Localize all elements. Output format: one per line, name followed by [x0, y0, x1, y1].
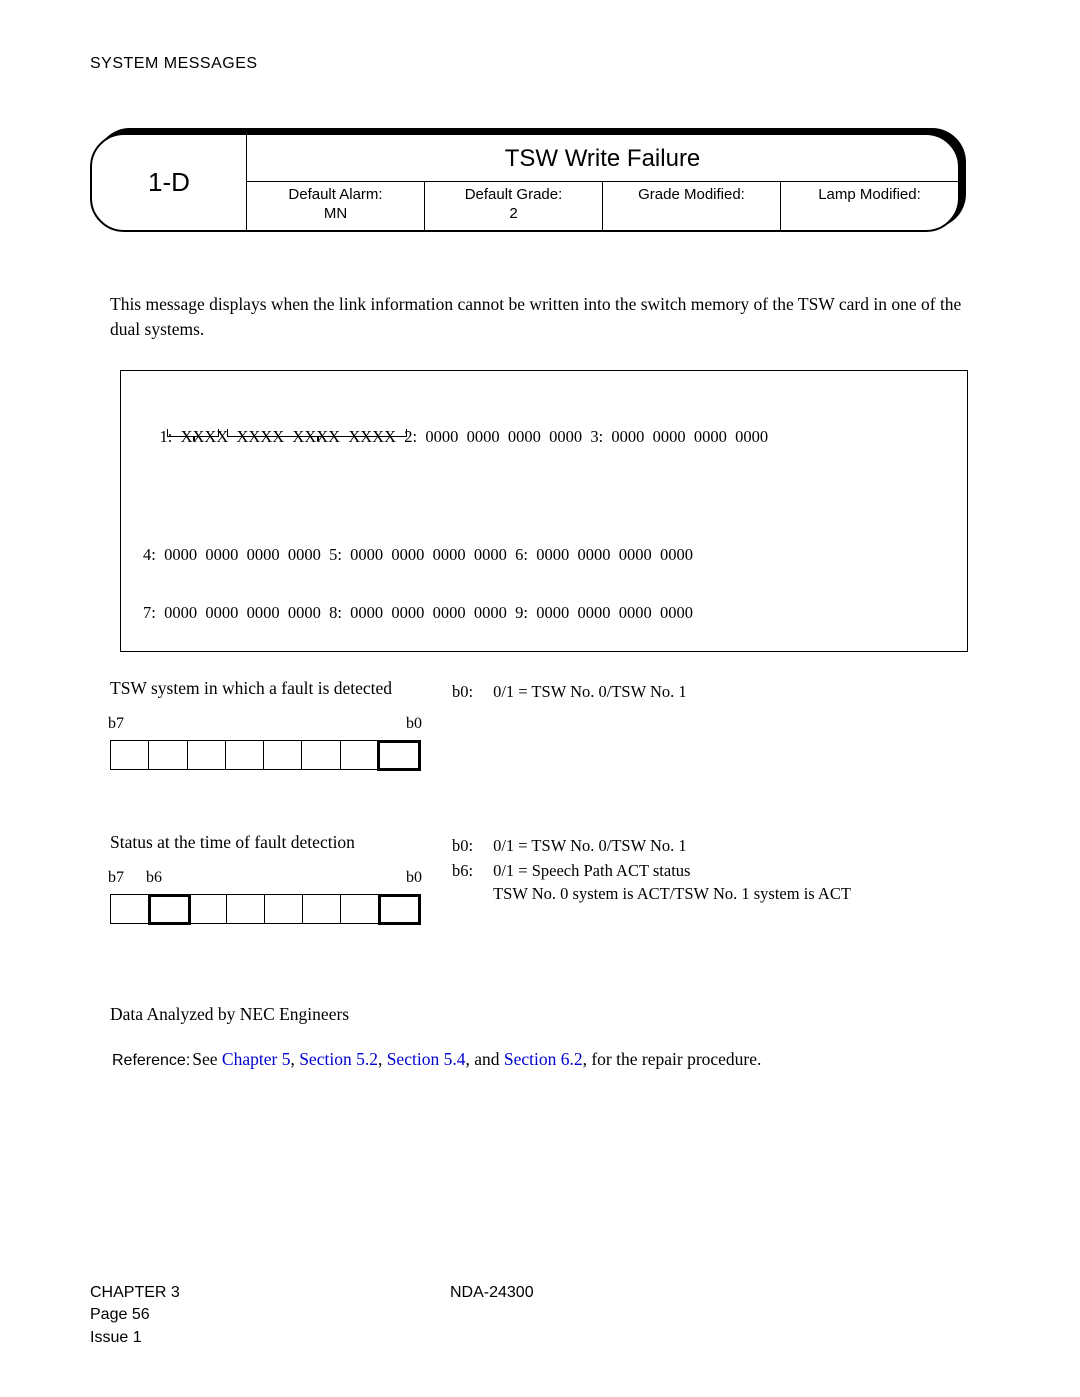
bit-cell [265, 895, 303, 923]
reference-line: Reference:See Chapter 5, Section 5.2, Se… [112, 1049, 990, 1070]
bit-cell [189, 895, 227, 923]
bit-value: 0/1 = TSW No. 0/TSW No. 1 [493, 834, 851, 857]
lamp-modified-label: Lamp Modified: [818, 186, 921, 203]
default-grade-label: Default Grade: [465, 186, 563, 203]
bit-value-line: TSW No. 0 system is ACT/TSW No. 1 system… [493, 884, 851, 903]
default-grade-value: 2 [509, 205, 517, 222]
analyzed-note: Data Analyzed by NEC Engineers [110, 1004, 990, 1025]
default-alarm-label: Default Alarm: [288, 186, 382, 203]
bit-key: b0: [452, 834, 491, 857]
comma: , [378, 1049, 387, 1069]
section-title: Status at the time of fault detection [110, 832, 420, 853]
default-grade-cell: Default Grade: 2 [425, 182, 603, 230]
link-section-5-2[interactable]: Section 5.2 [299, 1049, 378, 1069]
bit-cell [149, 741, 187, 769]
brace-icon [167, 429, 219, 437]
bit-value: 0/1 = TSW No. 0/TSW No. 1 [493, 680, 687, 703]
link-chapter5[interactable]: Chapter 5 [222, 1049, 291, 1069]
bit-cell [303, 895, 341, 923]
byte-diagram [110, 894, 420, 924]
comma: , [290, 1049, 299, 1069]
footer-doc-number: NDA-24300 [450, 1282, 534, 1304]
footer-chapter: CHAPTER 3 [90, 1282, 990, 1304]
bit-section-status: Status at the time of fault detection b0… [110, 832, 990, 924]
data-dump-box: 1: XXXX XXXX XXXX XXXX 2: 0000 0000 0000… [120, 370, 968, 652]
bit-cell [341, 895, 379, 923]
link-section-5-4[interactable]: Section 5.4 [387, 1049, 466, 1069]
default-alarm-cell: Default Alarm: MN [247, 182, 425, 230]
bit-cell [226, 741, 264, 769]
byte-diagram [110, 740, 420, 770]
link-section-6-2[interactable]: Section 6.2 [504, 1049, 583, 1069]
data-row: 7: 0000 0000 0000 0000 8: 0000 0000 0000… [143, 603, 945, 623]
message-title: TSW Write Failure [247, 135, 958, 182]
brace-icon [227, 429, 407, 437]
bit-cell [188, 741, 226, 769]
bit-value: 0/1 = Speech Path ACT status TSW No. 0 s… [493, 859, 851, 905]
data-row: 1: XXXX XXXX XXXX XXXX 2: 0000 0000 0000… [143, 407, 945, 507]
bit-cell [302, 741, 340, 769]
b6-label: b6 [146, 869, 162, 887]
bit-value-line: 0/1 = Speech Path ACT status [493, 861, 690, 880]
bit-key: b0: [452, 680, 491, 703]
bit-cell [341, 741, 379, 769]
bit-labels: b7 b6 b0 [110, 869, 420, 891]
bit-cell [111, 741, 149, 769]
bit-section-tsw-fault: TSW system in which a fault is detected … [110, 678, 990, 770]
bit-cell [227, 895, 265, 923]
message-box: 1-D TSW Write Failure Default Alarm: MN … [90, 133, 990, 232]
bit-key: b6: [452, 859, 491, 905]
page-header: SYSTEM MESSAGES [90, 55, 990, 73]
reference-label: Reference: [112, 1052, 190, 1069]
default-alarm-value: MN [324, 205, 347, 222]
reference-pre: See [192, 1049, 222, 1069]
bit-cell-highlighted [378, 894, 421, 925]
page-footer: CHAPTER 3 Page 56 Issue 1 NDA-24300 [90, 1282, 990, 1349]
reference-post: , for the repair procedure. [583, 1049, 762, 1069]
b0-label: b0 [406, 869, 422, 887]
bit-cell [111, 895, 149, 923]
grade-modified-cell: Grade Modified: [603, 182, 781, 230]
b0-label: b0 [406, 715, 422, 733]
section-title: TSW system in which a fault is detected [110, 678, 410, 699]
message-id: 1-D [92, 135, 247, 230]
bit-labels: b7 b0 [110, 715, 420, 737]
bit-cell-highlighted [148, 894, 191, 925]
b7-label: b7 [108, 869, 124, 887]
data-row: 4: 0000 0000 0000 0000 5: 0000 0000 0000… [143, 545, 945, 565]
lamp-modified-cell: Lamp Modified: [781, 182, 958, 230]
bit-cell-highlighted [377, 740, 420, 771]
comma: , and [465, 1049, 503, 1069]
description: This message displays when the link info… [110, 292, 990, 343]
footer-page: Page 56 [90, 1304, 990, 1326]
bit-description: b0: 0/1 = TSW No. 0/TSW No. 1 [450, 678, 689, 705]
b7-label: b7 [108, 715, 124, 733]
bit-description: b0: 0/1 = TSW No. 0/TSW No. 1 b6: 0/1 = … [450, 832, 853, 907]
bit-cell [264, 741, 302, 769]
grade-modified-label: Grade Modified: [638, 186, 745, 203]
footer-issue: Issue 1 [90, 1327, 990, 1349]
